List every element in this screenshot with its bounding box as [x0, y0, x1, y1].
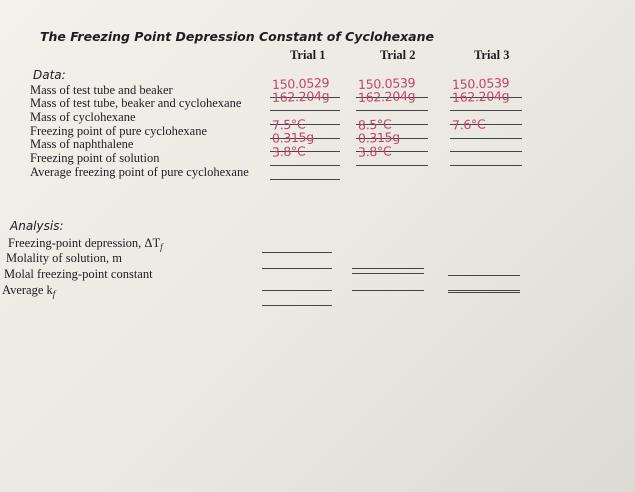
- row-label: Mass of test tube and beaker: [30, 83, 173, 97]
- label-text: Average k: [2, 283, 53, 297]
- row-label: Mass of cyclohexane: [30, 110, 136, 124]
- answer-line: [262, 252, 332, 253]
- answer-line: [450, 124, 522, 125]
- row-label: Molality of solution, m: [6, 251, 122, 266]
- handwritten-entry: 3.8°C: [271, 143, 306, 160]
- handwritten-entry: 162.204g: [271, 88, 330, 105]
- answer-line: [356, 110, 428, 111]
- row-label: Mass of naphthalene: [30, 137, 134, 151]
- row-label: Freezing point of pure cyclohexane: [30, 124, 208, 138]
- answer-line: [448, 292, 520, 293]
- answer-line: [270, 138, 340, 139]
- answer-line: [262, 290, 332, 291]
- answer-line: [270, 110, 340, 111]
- answer-line: [450, 165, 522, 166]
- answer-line: [450, 151, 522, 152]
- answer-line: [356, 97, 428, 98]
- answer-line: [450, 138, 522, 139]
- label-subscript: f: [52, 289, 56, 299]
- answer-line: [450, 97, 522, 98]
- row-label: Freezing point of solution: [30, 151, 160, 165]
- column-header: Trial 1: [290, 48, 326, 62]
- answer-line: [356, 138, 428, 139]
- answer-line: [352, 273, 424, 274]
- answer-line: [262, 268, 332, 269]
- handwritten-entry: 7.6°C: [451, 116, 486, 133]
- column-header: Trial 3: [474, 48, 510, 62]
- row-label: Freezing-point depression, ΔTf: [8, 236, 163, 252]
- answer-line: [352, 268, 424, 269]
- section-label: Analysis:: [10, 219, 64, 233]
- label-text: Freezing-point depression, ΔT: [8, 236, 161, 250]
- column-header: Trial 2: [380, 48, 416, 62]
- label-text: Molal freezing-point constant: [4, 267, 153, 281]
- answer-line: [448, 290, 520, 291]
- answer-line: [356, 165, 428, 166]
- handwritten-entry: 3.8°C: [357, 143, 392, 160]
- answer-line: [356, 151, 428, 152]
- answer-line: [262, 305, 332, 306]
- row-label: Average kf: [2, 283, 56, 299]
- handwritten-entry: 162.204g: [357, 88, 416, 105]
- title: The Freezing Point Depression Constant o…: [40, 29, 434, 44]
- answer-line: [270, 151, 340, 152]
- label-text: Molality of solution, m: [6, 251, 122, 265]
- label-subscript: f: [160, 242, 163, 252]
- answer-line: [270, 124, 340, 125]
- handwritten-entry: 162.204g: [451, 88, 510, 105]
- answer-line: [352, 290, 424, 291]
- answer-line: [270, 179, 340, 180]
- answer-line: [356, 124, 428, 125]
- answer-line: [450, 110, 522, 111]
- answer-line: [448, 275, 520, 276]
- answer-line: [270, 97, 340, 98]
- row-label: Molal freezing-point constant: [4, 267, 153, 282]
- row-label: Mass of test tube, beaker and cyclohexan…: [30, 96, 242, 110]
- answer-line: [270, 165, 340, 166]
- section-label: Data:: [33, 68, 66, 82]
- row-label: Average freezing point of pure cyclohexa…: [30, 165, 249, 179]
